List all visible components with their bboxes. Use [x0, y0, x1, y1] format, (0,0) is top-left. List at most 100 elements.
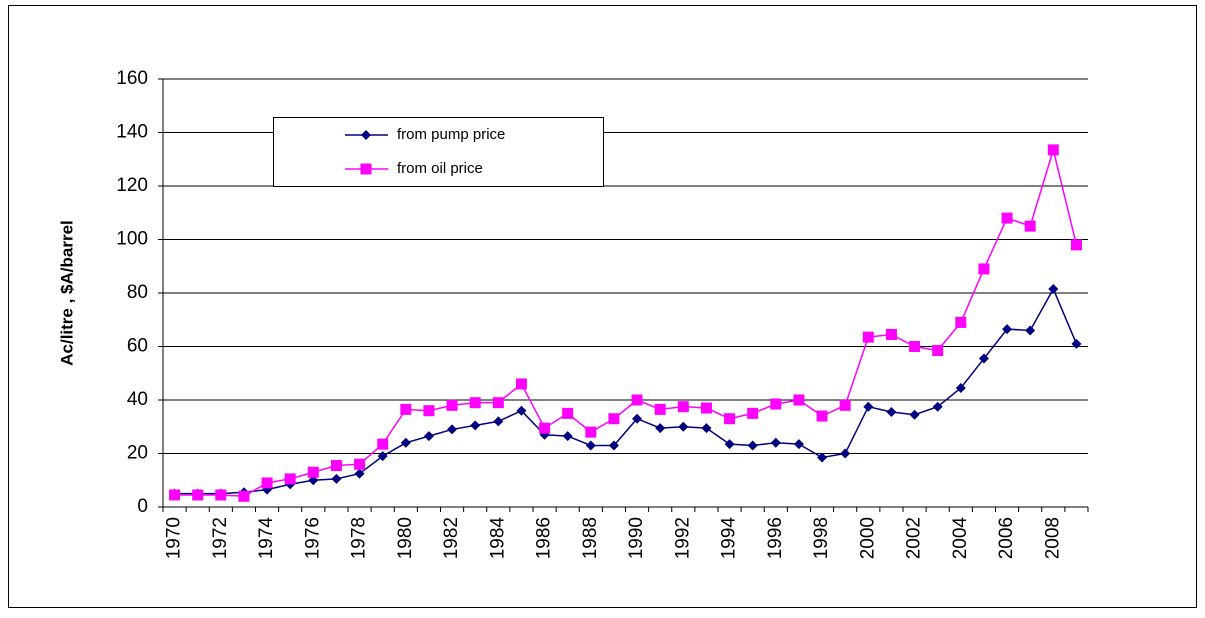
- x-tick-label: 1994: [719, 517, 740, 560]
- x-tick-label: 1976: [302, 517, 323, 559]
- data-point: [400, 437, 411, 448]
- x-tick-label: 1998: [811, 517, 832, 559]
- data-point: [770, 437, 781, 448]
- legend-marker: [360, 163, 372, 175]
- y-tick-label: 140: [116, 122, 148, 143]
- x-tick-label: 2004: [950, 517, 971, 560]
- data-point: [423, 431, 434, 442]
- data-point: [793, 439, 804, 450]
- data-point: [608, 413, 620, 425]
- data-point: [1071, 338, 1082, 349]
- data-point: [955, 316, 967, 328]
- data-point: [678, 421, 689, 432]
- chart-border: [8, 5, 1197, 608]
- y-tick-label: 80: [127, 282, 148, 303]
- data-point: [446, 399, 458, 411]
- data-point: [724, 439, 735, 450]
- data-point: [562, 431, 573, 442]
- data-point: [932, 401, 943, 412]
- x-tick-label: 1974: [256, 517, 277, 560]
- data-point: [470, 420, 481, 431]
- y-tick-label: 20: [127, 443, 148, 464]
- legend-label: from pump price: [397, 126, 505, 143]
- data-point: [1002, 324, 1013, 335]
- x-tick-label: 2006: [996, 517, 1017, 559]
- data-point: [447, 424, 458, 435]
- data-point: [377, 438, 389, 450]
- data-point: [747, 407, 759, 419]
- data-point: [840, 448, 851, 459]
- data-point: [886, 407, 897, 418]
- data-point: [839, 399, 851, 411]
- data-point: [632, 413, 643, 424]
- data-point: [469, 397, 481, 409]
- data-point: [238, 490, 250, 502]
- legend-label: from oil price: [397, 160, 483, 177]
- data-point: [885, 328, 897, 340]
- data-point: [493, 416, 504, 427]
- data-point: [330, 460, 342, 472]
- data-point: [1025, 325, 1036, 336]
- data-point: [354, 458, 366, 470]
- legend-box: [273, 117, 604, 187]
- data-point: [1070, 239, 1082, 251]
- data-point: [308, 475, 319, 486]
- y-tick-label: 160: [116, 68, 148, 89]
- data-point: [400, 403, 412, 415]
- x-tick-label: 1996: [765, 517, 786, 559]
- x-tick-label: 1972: [210, 517, 231, 559]
- data-point: [862, 331, 874, 343]
- legend-marker: [361, 130, 371, 140]
- x-tick-label: 1982: [441, 517, 462, 559]
- data-point: [539, 422, 551, 434]
- x-tick-label: 1990: [626, 517, 647, 559]
- data-point: [284, 473, 296, 485]
- y-tick-label: 120: [116, 175, 148, 196]
- data-point: [423, 405, 435, 417]
- data-point: [585, 426, 597, 438]
- data-point: [932, 345, 944, 357]
- series-line: [174, 287, 1078, 495]
- data-point: [169, 489, 181, 501]
- data-point: [724, 413, 736, 425]
- data-point: [1001, 212, 1013, 224]
- data-point: [516, 405, 527, 416]
- data-point: [261, 477, 273, 489]
- data-point: [909, 409, 920, 420]
- x-tick-label: 1980: [395, 517, 416, 559]
- data-point: [562, 407, 574, 419]
- data-point: [863, 401, 874, 412]
- x-tick-label: 1978: [349, 517, 370, 559]
- data-point: [1024, 220, 1036, 232]
- data-point: [377, 451, 388, 462]
- data-point: [515, 378, 527, 390]
- data-point: [655, 423, 666, 434]
- data-point: [700, 402, 712, 414]
- data-point: [677, 401, 689, 413]
- data-point: [331, 473, 342, 484]
- data-point: [909, 341, 921, 352]
- data-point: [817, 452, 828, 463]
- data-point: [978, 353, 989, 364]
- x-tick-label: 1984: [487, 517, 508, 560]
- data-point: [793, 394, 805, 406]
- data-point: [701, 423, 712, 434]
- data-point: [585, 440, 596, 451]
- data-point: [1047, 144, 1059, 156]
- data-point: [1048, 283, 1059, 294]
- x-tick-label: 1970: [164, 517, 185, 559]
- x-tick-label: 2008: [1042, 517, 1063, 559]
- data-point: [492, 397, 504, 409]
- data-point: [307, 466, 319, 478]
- y-tick-label: 100: [116, 229, 148, 250]
- x-tick-label: 1986: [534, 517, 555, 559]
- x-tick-label: 2000: [857, 517, 878, 559]
- data-point: [354, 468, 365, 479]
- y-tick-label: 0: [137, 496, 148, 517]
- x-tick-label: 2002: [904, 517, 925, 559]
- y-tick-label: 40: [127, 389, 148, 410]
- data-point: [215, 489, 227, 501]
- data-point: [608, 440, 619, 451]
- data-point: [955, 382, 966, 393]
